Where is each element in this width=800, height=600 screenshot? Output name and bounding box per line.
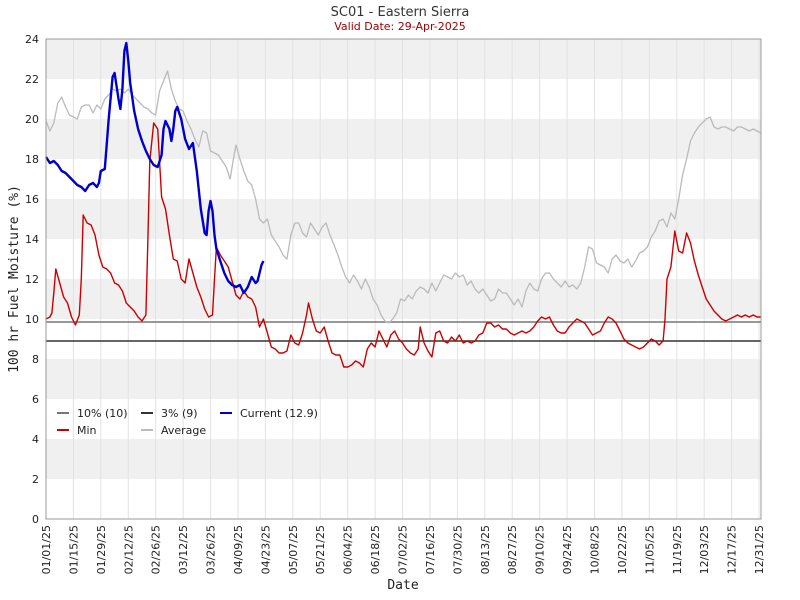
y-tick-label: 6 <box>32 393 39 406</box>
x-tick-label: 08/27/25 <box>506 525 519 574</box>
y-tick-label: 22 <box>25 73 39 86</box>
x-tick-label: 12/31/25 <box>753 525 766 574</box>
x-tick-label: 11/05/25 <box>643 525 656 574</box>
x-tick-label: 03/12/25 <box>177 525 190 574</box>
legend-label: Average <box>161 424 206 437</box>
series-lines <box>44 41 762 368</box>
y-tick-label: 14 <box>25 233 39 246</box>
x-tick-label: 07/16/25 <box>424 525 437 574</box>
x-tick-label: 09/24/25 <box>561 525 574 574</box>
x-tick-label: 10/08/25 <box>588 525 601 574</box>
legend-label: Min <box>77 424 97 437</box>
x-tick-label: 09/10/25 <box>534 525 547 574</box>
chart-title: SC01 - Eastern Sierra <box>331 5 470 20</box>
legend-label: 10% (10) <box>77 407 128 420</box>
y-tick-label: 20 <box>25 113 39 126</box>
x-tick-label: 11/19/25 <box>671 525 684 574</box>
x-tick-label: 01/01/25 <box>40 525 53 574</box>
x-tick-label: 06/18/25 <box>369 525 382 574</box>
threshold-lines <box>46 321 761 342</box>
x-tick-label: 02/26/25 <box>150 525 163 574</box>
x-tick-label: 08/13/25 <box>479 525 492 574</box>
y-tick-label: 2 <box>32 473 39 486</box>
legend-label: 3% (9) <box>161 407 198 420</box>
y-tick-label: 8 <box>32 353 39 366</box>
grid-bands <box>46 39 761 479</box>
grid-band <box>46 439 761 479</box>
y-tick-label: 16 <box>25 193 39 206</box>
x-tick-label: 01/15/25 <box>67 525 80 574</box>
y-tick-label: 0 <box>32 513 39 526</box>
x-tick-label: 05/21/25 <box>314 525 327 574</box>
grid-band <box>46 279 761 319</box>
x-tick-label: 12/17/25 <box>726 525 739 574</box>
y-tick-label: 10 <box>25 313 39 326</box>
grid-band <box>46 39 761 79</box>
legend: 10% (10) 3% (9) Current (12.9) Min Average <box>57 407 318 437</box>
y-tick-label: 24 <box>25 33 39 46</box>
series-line <box>44 41 265 295</box>
x-tick-label: 05/07/25 <box>287 525 300 574</box>
y-tick-label: 4 <box>32 433 39 446</box>
x-tick-label: 01/29/25 <box>95 525 108 574</box>
legend-label: Current (12.9) <box>240 407 318 420</box>
x-tick-label: 07/02/25 <box>397 525 410 574</box>
x-axis-ticks: 01/01/25 01/15/25 01/29/25 02/12/25 02/26/25… <box>40 39 766 574</box>
grid-band <box>46 199 761 239</box>
x-tick-label: 10/22/25 <box>616 525 629 574</box>
chart-subtitle: Valid Date: 29-Apr-2025 <box>334 20 466 33</box>
x-tick-label: 12/03/25 <box>698 525 711 574</box>
grid-band <box>46 359 761 399</box>
y-axis-title: 100 hr Fuel Moisture (%) <box>7 185 22 373</box>
y-tick-label: 18 <box>25 153 39 166</box>
plot-frame <box>45 38 762 520</box>
x-tick-label: 04/09/25 <box>232 525 245 574</box>
x-tick-label: 04/23/25 <box>259 525 272 574</box>
y-tick-label: 12 <box>25 273 39 286</box>
x-tick-label: 03/26/25 <box>205 525 218 574</box>
series-line <box>45 70 762 324</box>
x-axis-title: Date <box>387 578 418 593</box>
series-line <box>45 122 761 368</box>
x-tick-label: 06/04/25 <box>342 525 355 574</box>
x-tick-label: 07/30/25 <box>451 525 464 574</box>
x-tick-label: 02/12/25 <box>122 525 135 574</box>
